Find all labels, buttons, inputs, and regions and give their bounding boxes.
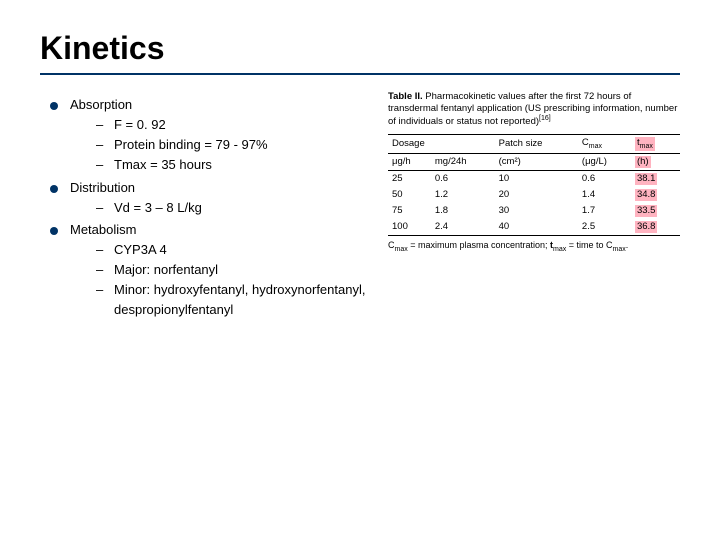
caption-bold: Table II.: [388, 91, 423, 102]
cell-cmax: 2.5: [578, 219, 631, 235]
dash-icon: –: [96, 260, 104, 280]
bullet-metabolism: Metabolism –CYP3A 4 –Major: norfentanyl …: [50, 220, 380, 321]
fn-mid: = maximum plasma concentration;: [408, 240, 550, 250]
table-header-row: Dosage Patch size Cmax tmax: [388, 134, 680, 154]
content-row: Absorption –F = 0. 92 –Protein binding =…: [40, 95, 680, 323]
bullet-list: Absorption –F = 0. 92 –Protein binding =…: [40, 95, 380, 323]
caption-rest: Pharmacokinetic values after the first 7…: [388, 91, 677, 127]
disc-icon: [50, 185, 58, 193]
table-row: 25 0.6 10 0.6 38.1: [388, 171, 680, 187]
cell-mg24: 1.8: [431, 203, 495, 219]
unit-patch: (cm²): [495, 154, 578, 171]
tmax-cell-highlight: 38.1: [635, 173, 658, 185]
sub-bullet: –Vd = 3 – 8 L/kg: [96, 198, 380, 218]
title-underline: [40, 73, 680, 75]
cell-size: 40: [495, 219, 578, 235]
dash-icon: –: [96, 135, 104, 155]
caption-cite: [16]: [539, 115, 551, 122]
cell-size: 30: [495, 203, 578, 219]
cell-size: 10: [495, 171, 578, 187]
dash-icon: –: [96, 240, 104, 260]
dash-icon: –: [96, 155, 104, 175]
bullet-label: Metabolism: [70, 220, 136, 240]
sub-bullet-text: Vd = 3 – 8 L/kg: [114, 198, 202, 218]
sub-bullet: –Protein binding = 79 - 97%: [96, 135, 380, 155]
unit-tmax: (h): [631, 154, 680, 171]
cell-tmax: 33.5: [631, 203, 680, 219]
dash-icon: –: [96, 115, 104, 135]
col-dosage: Dosage: [388, 134, 495, 154]
col-dosage-label: Dosage: [392, 138, 425, 149]
disc-icon: [50, 102, 58, 110]
sub-bullet: –Minor: hydroxyfentanyl, hydroxynorfenta…: [96, 280, 380, 320]
pk-table-area: Table II. Pharmacokinetic values after t…: [388, 91, 680, 254]
table-row: 50 1.2 20 1.4 34.8: [388, 187, 680, 203]
bullet-label: Absorption: [70, 95, 132, 115]
cell-tmax: 36.8: [631, 219, 680, 235]
cell-tmax: 34.8: [631, 187, 680, 203]
cell-mg24: 1.2: [431, 187, 495, 203]
slide: Kinetics Absorption –F = 0. 92 –Protein …: [0, 0, 720, 540]
col-cmax: Cmax: [578, 134, 631, 154]
sub-bullet-text: F = 0. 92: [114, 115, 166, 135]
fn-sub2: max: [553, 246, 566, 253]
tmax-unit-highlight: (h): [635, 156, 651, 168]
table-caption: Table II. Pharmacokinetic values after t…: [388, 91, 680, 128]
tmax-cell-highlight: 36.8: [635, 221, 658, 233]
cell-ugh: 75: [388, 203, 431, 219]
fn-sub1: max: [395, 246, 408, 253]
dash-icon: –: [96, 280, 104, 300]
cell-ugh: 100: [388, 219, 431, 235]
sub-bullet: –Major: norfentanyl: [96, 260, 380, 280]
col-patch-label: Patch size: [499, 138, 543, 149]
unit-mg24: mg/24h: [431, 154, 495, 171]
dash-icon: –: [96, 198, 104, 218]
cell-cmax: 1.7: [578, 203, 631, 219]
cell-tmax: 38.1: [631, 171, 680, 187]
bullet-absorption: Absorption –F = 0. 92 –Protein binding =…: [50, 95, 380, 176]
table-unit-row: μg/h mg/24h (cm²) (μg/L) (h): [388, 154, 680, 171]
cell-ugh: 50: [388, 187, 431, 203]
cell-mg24: 2.4: [431, 219, 495, 235]
pk-table: Dosage Patch size Cmax tmax μg/h: [388, 134, 680, 236]
table-body: 25 0.6 10 0.6 38.1 50 1.2 20 1.4 34.8: [388, 171, 680, 236]
tmax-cell-highlight: 33.5: [635, 205, 658, 217]
tmax-cell-highlight: 34.8: [635, 189, 658, 201]
sub-bullet: –F = 0. 92: [96, 115, 380, 135]
sub-bullet-text: CYP3A 4: [114, 240, 167, 260]
sub-bullet-text: Tmax = 35 hours: [114, 155, 212, 175]
table-row: 100 2.4 40 2.5 36.8: [388, 219, 680, 235]
table-footnote: Cmax = maximum plasma concentration; tma…: [388, 240, 680, 255]
sub-bullet: –Tmax = 35 hours: [96, 155, 380, 175]
sub-bullet-text: Major: norfentanyl: [114, 260, 218, 280]
table-row: 75 1.8 30 1.7 33.5: [388, 203, 680, 219]
cell-cmax: 1.4: [578, 187, 631, 203]
unit-cmax: (μg/L): [578, 154, 631, 171]
tmax-highlight: tmax: [635, 137, 655, 152]
sub-bullet-text: Protein binding = 79 - 97%: [114, 135, 268, 155]
sub-bullet-text: Minor: hydroxyfentanyl, hydroxynorfentan…: [114, 280, 380, 320]
cell-mg24: 0.6: [431, 171, 495, 187]
cell-ugh: 25: [388, 171, 431, 187]
unit-ugh: μg/h: [388, 154, 431, 171]
bullet-label: Distribution: [70, 178, 135, 198]
slide-title: Kinetics: [40, 30, 680, 67]
fn-end: = time to Cmax.: [566, 240, 628, 250]
sub-bullet: –CYP3A 4: [96, 240, 380, 260]
cell-size: 20: [495, 187, 578, 203]
cell-cmax: 0.6: [578, 171, 631, 187]
col-tmax: tmax: [631, 134, 680, 154]
col-patch: Patch size: [495, 134, 578, 154]
disc-icon: [50, 227, 58, 235]
bullet-distribution: Distribution –Vd = 3 – 8 L/kg: [50, 178, 380, 218]
